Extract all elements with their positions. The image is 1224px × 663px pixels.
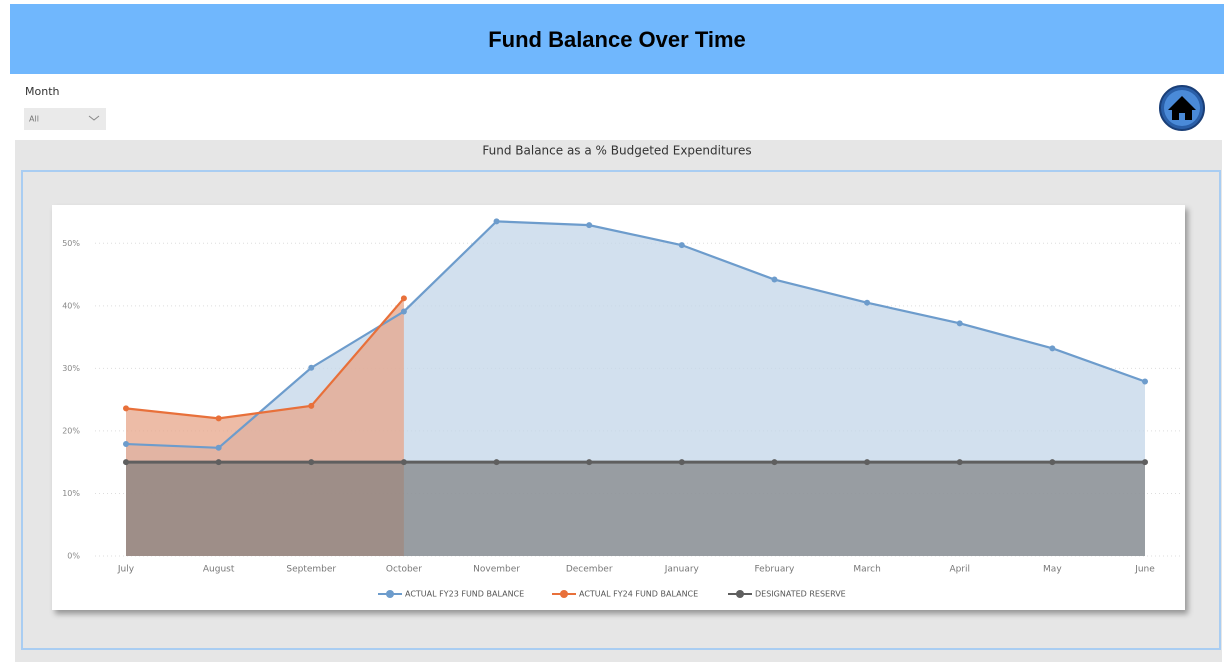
data-point [678,242,685,249]
data-point [864,459,871,466]
data-point [586,222,593,229]
visual-frame [21,170,1221,650]
y-tick-label: 20% [62,426,80,435]
legend-swatch-dot [736,590,744,598]
data-point [956,320,963,327]
dropdown-chevron [88,115,100,121]
data-point [771,276,778,283]
data-point [956,459,963,466]
x-tick-label: July [117,565,135,575]
series-line [125,220,1146,449]
header-title: Fund Balance Over Time [488,27,746,52]
data-point [493,218,500,225]
data-point [215,415,222,422]
x-tick-label: June [1134,565,1155,575]
data-point [400,295,407,302]
legend-label: DESIGNATED RESERVE [755,590,846,599]
legend-label: ACTUAL FY23 FUND BALANCE [405,590,524,599]
data-point [308,364,315,371]
filter-dropdown[interactable] [24,108,106,130]
x-tick-label: November [473,565,520,575]
legend-swatch-dot [560,590,568,598]
data-point [308,402,315,409]
y-tick-label: 30% [62,364,80,373]
filter-label: Month [25,85,60,98]
plot: 0% 10% 20% 30% 40% 50% July August September Octo… [62,218,1180,599]
x-tick-label: October [386,565,422,575]
y-tick-label: 0% [67,552,80,561]
data-point [400,308,407,315]
data-point [123,441,129,448]
series-line [125,297,405,420]
data-point [586,459,593,466]
data-point [215,444,222,451]
x-tick-label: February [755,565,796,575]
x-tick-label: December [566,565,613,575]
data-point [308,459,315,466]
area [126,462,1145,556]
home-button[interactable] [1159,85,1205,131]
header-bar [10,4,1224,74]
x-tick-label: May [1043,565,1062,575]
y-tick-label: 10% [62,489,80,498]
y-tick-label: 40% [62,301,80,310]
chart-title: Fund Balance as a % Budgeted Expenditure… [482,144,751,158]
data-point [771,459,778,466]
home-icon [1168,96,1196,120]
x-tick-label: August [203,565,235,575]
data-point [864,299,871,306]
data-point [123,459,129,466]
x-tick-label: January [664,565,700,575]
legend-swatch-dot [386,590,394,598]
x-tick-label: September [286,565,336,575]
data-point [493,459,500,466]
data-point [215,459,222,466]
x-tick-label: March [853,565,880,575]
data-point [1049,345,1056,352]
data-point [1049,459,1056,466]
legend-label: ACTUAL FY24 FUND BALANCE [579,590,698,599]
data-point [1142,459,1148,466]
data-point [678,459,685,466]
y-tick-label: 50% [62,239,80,248]
data-point [123,405,129,412]
filter-value: All [29,115,39,124]
data-point [1142,378,1148,385]
x-tick-label: April [949,565,970,575]
data-point [400,459,407,466]
